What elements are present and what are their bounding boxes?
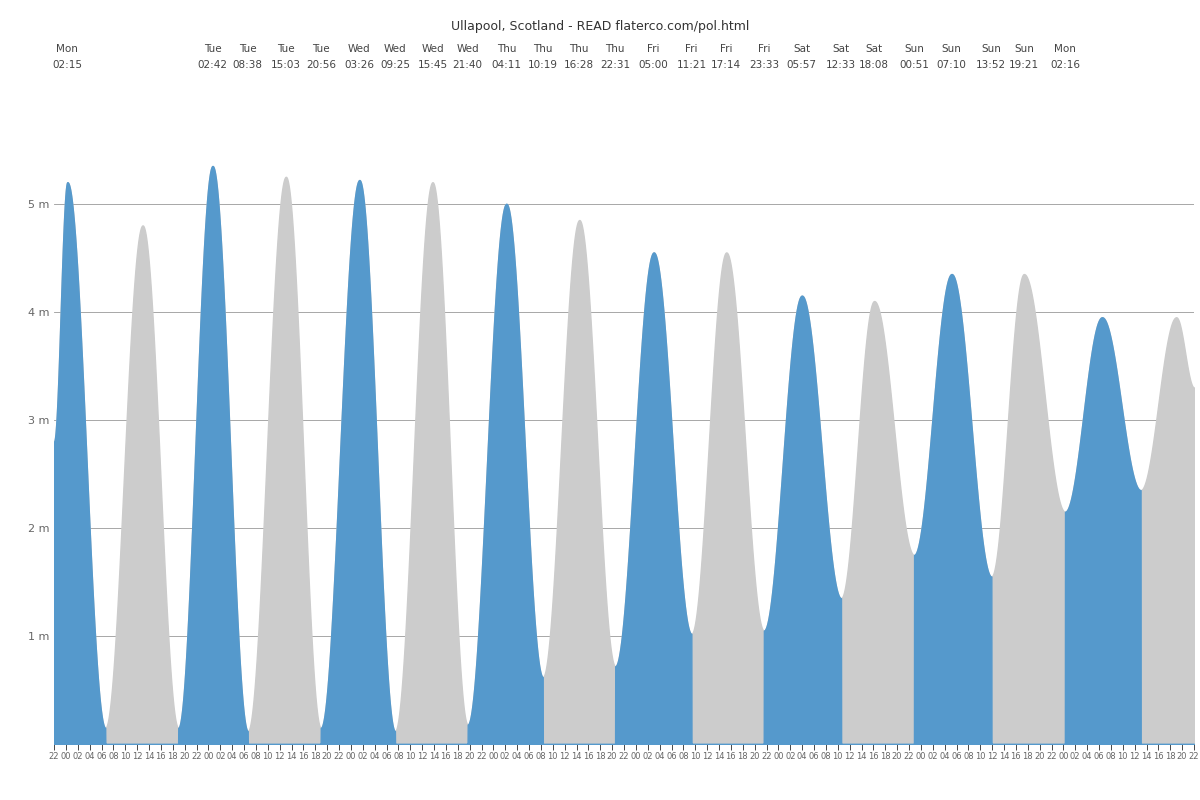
Text: 02:15: 02:15 [53,60,83,70]
Text: 19:21: 19:21 [1009,60,1039,70]
Text: 17:14: 17:14 [712,60,742,70]
Text: 23:33: 23:33 [749,60,779,70]
Text: 02:42: 02:42 [198,60,228,70]
Text: 16:28: 16:28 [564,60,594,70]
Text: 10:19: 10:19 [528,60,558,70]
Text: Sat: Sat [833,44,850,54]
Text: 05:00: 05:00 [638,60,668,70]
Text: Fri: Fri [757,44,770,54]
Text: Wed: Wed [456,44,479,54]
Text: 03:26: 03:26 [344,60,374,70]
Text: 21:40: 21:40 [452,60,482,70]
Text: Tue: Tue [204,44,221,54]
Text: 12:33: 12:33 [826,60,856,70]
Text: Sat: Sat [793,44,810,54]
Text: Sat: Sat [865,44,883,54]
Text: 18:08: 18:08 [859,60,889,70]
Text: Tue: Tue [277,44,295,54]
Text: Thu: Thu [497,44,516,54]
Text: 05:57: 05:57 [787,60,817,70]
Text: Thu: Thu [570,44,589,54]
Text: Tue: Tue [239,44,257,54]
Text: 15:45: 15:45 [418,60,448,70]
Text: Tue: Tue [312,44,330,54]
Text: Sun: Sun [982,44,1001,54]
Text: Wed: Wed [421,44,444,54]
Text: Sun: Sun [1014,44,1034,54]
Text: 02:16: 02:16 [1050,60,1080,70]
Text: 07:10: 07:10 [937,60,966,70]
Text: Fri: Fri [685,44,697,54]
Text: 09:25: 09:25 [380,60,410,70]
Text: 13:52: 13:52 [977,60,1007,70]
Text: 15:03: 15:03 [271,60,301,70]
Text: Mon: Mon [56,44,78,54]
Text: 04:11: 04:11 [491,60,521,70]
Text: 22:31: 22:31 [600,60,630,70]
Text: Fri: Fri [648,44,660,54]
Text: Fri: Fri [720,44,732,54]
Text: Thu: Thu [533,44,552,54]
Text: Wed: Wed [384,44,407,54]
Text: 08:38: 08:38 [233,60,263,70]
Text: Sun: Sun [942,44,961,54]
Text: 11:21: 11:21 [677,60,707,70]
Text: Mon: Mon [1054,44,1076,54]
Text: 00:51: 00:51 [899,60,929,70]
Text: Sun: Sun [904,44,924,54]
Text: Thu: Thu [606,44,625,54]
Text: Wed: Wed [348,44,371,54]
Text: 20:56: 20:56 [306,60,336,70]
Text: Ullapool, Scotland - READ flaterco.com/pol.html: Ullapool, Scotland - READ flaterco.com/p… [451,20,749,33]
